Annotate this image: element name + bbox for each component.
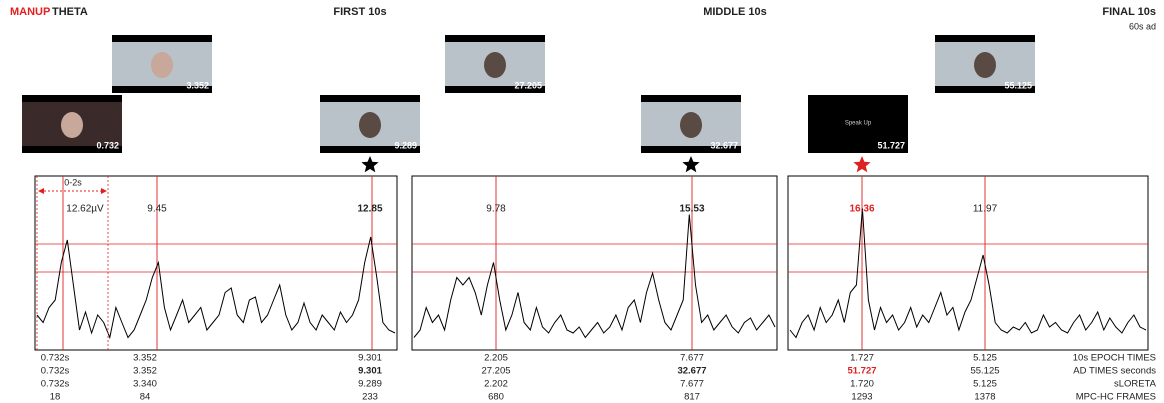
section-title: FINAL 10s — [1102, 6, 1156, 18]
brand: MANUP — [10, 6, 50, 18]
title: THETA — [52, 6, 88, 18]
table-cell: 817 — [684, 392, 700, 403]
trace — [37, 237, 395, 338]
peak-label: 16.36 — [849, 204, 874, 215]
peak-label: 9.78 — [486, 204, 506, 215]
table-cell: 1293 — [851, 392, 872, 403]
peak-label: 11.97 — [973, 204, 998, 215]
section-title: MIDDLE 10s — [703, 6, 767, 18]
timestamp: 32.677 — [710, 140, 738, 150]
thumbnail-caption: Speak Up — [845, 121, 872, 127]
peak-label: 15.53 — [679, 204, 704, 215]
timestamp: 27.205 — [514, 80, 542, 90]
thumbnail-figure — [680, 112, 702, 138]
table-cell: 84 — [140, 392, 151, 403]
subtitle: 60s ad — [1129, 21, 1156, 31]
table-cell: 18 — [50, 392, 61, 403]
star — [853, 156, 870, 172]
panel-frame — [788, 176, 1148, 350]
table-cell: 5.125 — [973, 379, 997, 390]
table-cell: 233 — [362, 392, 378, 403]
peak-label: 12.62µV — [66, 204, 104, 215]
table-cell: 3.352 — [133, 366, 157, 377]
table-cell: 7.677 — [680, 353, 704, 364]
table-cell: 9.289 — [358, 379, 382, 390]
table-cell: 55.125 — [970, 366, 999, 377]
annotation: 0-2s — [64, 177, 82, 187]
section-title: FIRST 10s — [333, 6, 386, 18]
table-cell: 3.340 — [133, 379, 157, 390]
table-cell: 0.732s — [41, 353, 70, 364]
row-label: AD TIMES seconds — [1073, 366, 1156, 377]
peak-label: 12.85 — [357, 204, 382, 215]
table-cell: 3.352 — [133, 353, 157, 364]
timestamp: 51.727 — [877, 140, 905, 150]
row-label: MPC-HC FRAMES — [1076, 392, 1156, 403]
thumbnail-figure — [974, 52, 996, 78]
table-cell: 9.301 — [358, 353, 382, 364]
table-cell: 1.720 — [850, 379, 874, 390]
table-cell: 2.205 — [484, 353, 508, 364]
timestamp: 55.125 — [1004, 80, 1032, 90]
table-cell: 1378 — [974, 392, 995, 403]
trace — [414, 215, 775, 338]
table-cell: 0.732s — [41, 366, 70, 377]
row-label: 10s EPOCH TIMES — [1073, 353, 1156, 364]
table-cell: 7.677 — [680, 379, 704, 390]
timestamp: 9.289 — [394, 140, 417, 150]
thumbnail-figure — [359, 112, 381, 138]
thumbnail-figure — [61, 112, 83, 138]
table-cell: 27.205 — [481, 366, 510, 377]
table-cell: 51.727 — [847, 366, 876, 377]
peak-label: 9.45 — [147, 204, 167, 215]
star — [361, 156, 378, 172]
table-cell: 32.677 — [677, 366, 706, 377]
star — [682, 156, 699, 172]
timestamp: 0.732 — [96, 140, 119, 150]
table-cell: 5.125 — [973, 353, 997, 364]
panel-frame — [412, 176, 777, 350]
row-label: sLORETA — [1114, 379, 1157, 390]
table-cell: 9.301 — [358, 366, 382, 377]
timestamp: 3.352 — [186, 80, 209, 90]
table-cell: 2.202 — [484, 379, 508, 390]
table-cell: 1.727 — [850, 353, 874, 364]
thumbnail-figure — [484, 52, 506, 78]
trace — [790, 209, 1146, 338]
thumbnail-figure — [151, 52, 173, 78]
figure: MANUP THETA FIRST 10s MIDDLE 10s FINAL 1… — [0, 0, 1164, 403]
table-cell: 680 — [488, 392, 504, 403]
table-cell: 0.732s — [41, 379, 70, 390]
